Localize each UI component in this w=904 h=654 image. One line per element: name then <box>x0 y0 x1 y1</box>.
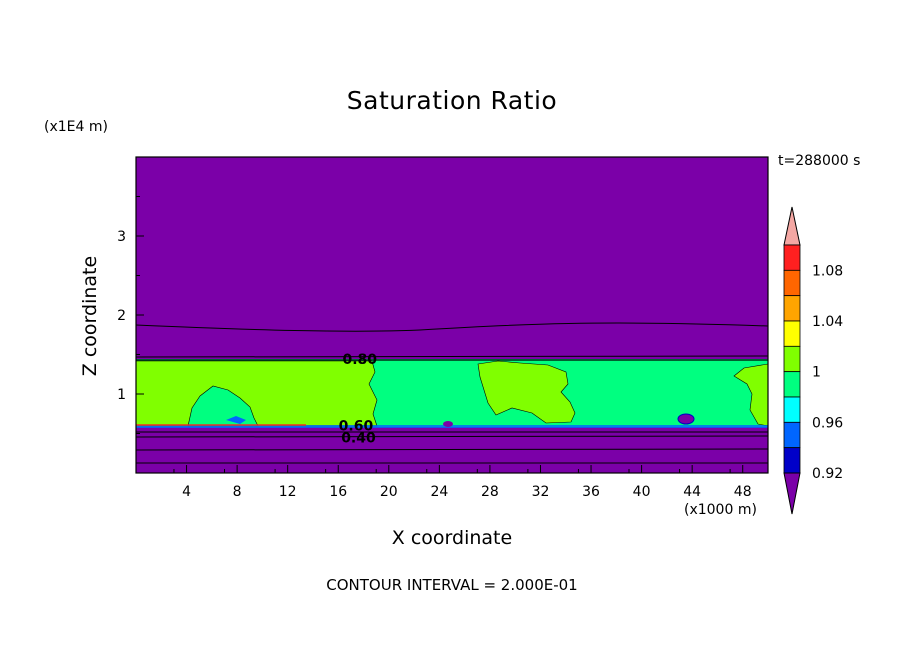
colorbar-level-label: 1.04 <box>812 314 843 330</box>
y-tick-label: 3 <box>117 229 126 245</box>
colorbar-swatch <box>783 269 801 297</box>
y-tick-label: 2 <box>117 308 126 324</box>
colorbar: 1.08 1.04 1 0.96 0.92 <box>783 206 843 515</box>
contour-label: 0.40 <box>341 430 376 446</box>
contour-upper-1 <box>135 322 769 332</box>
colorbar-swatch <box>783 345 801 373</box>
region-upper-dry <box>136 157 768 359</box>
cloud-base-fringe <box>136 425 768 428</box>
plot-area <box>135 157 769 473</box>
colorbar-swatch <box>783 244 801 271</box>
cloud-base-fringe-red <box>136 424 306 426</box>
colorbar-swatch <box>783 371 801 398</box>
x-tick-label: 4 <box>182 484 191 500</box>
colorbar-swatch <box>783 320 801 347</box>
x-tick-label: 28 <box>481 484 499 500</box>
time-label: t=288000 s <box>778 153 861 169</box>
x-ticks: 4 8 12 16 20 24 28 32 36 40 44 48 <box>173 465 752 500</box>
contour-label: 0.80 <box>342 352 377 368</box>
x-tick-label: 40 <box>633 484 651 500</box>
colorbar-swatch <box>783 396 801 423</box>
x-tick-label: 48 <box>734 484 752 500</box>
chart-title: Saturation Ratio <box>346 86 558 115</box>
colorbar-level-label: 0.92 <box>812 466 843 482</box>
x-tick-label: 8 <box>233 484 242 500</box>
colorbar-upper-arrow <box>783 206 801 246</box>
y-axis-unit: (x1E4 m) <box>44 119 108 135</box>
cloud-base-bump-small <box>443 421 453 427</box>
colorbar-level-label: 1 <box>812 365 821 381</box>
colorbar-swatch <box>783 447 801 474</box>
x-axis-label-text: X coordinate <box>391 527 513 549</box>
cloud-inner-speckle <box>226 416 246 424</box>
y-ticks: 1 2 3 <box>117 196 144 434</box>
x-tick-label: 12 <box>279 484 297 500</box>
region-cloud-patch-left <box>135 360 378 427</box>
colorbar-swatch <box>783 421 801 449</box>
colorbar-lower-arrow <box>783 472 801 515</box>
contour-upper-2 <box>135 355 769 358</box>
contour-interval-note: CONTOUR INTERVAL = 2.000E-01 <box>326 576 578 594</box>
contour-label: 0.60 <box>339 419 374 435</box>
x-tick-label: 16 <box>329 484 347 500</box>
x-tick-label: 44 <box>683 484 701 500</box>
contour-labels: 0.80 0.600.40 <box>339 352 378 446</box>
region-cloud-patch-left-hole <box>187 385 259 427</box>
region-cloud-patch-mid <box>477 360 576 424</box>
cloud-base-bump <box>677 413 695 425</box>
x-tick-label: 36 <box>582 484 600 500</box>
colorbar-level-label: 1.08 <box>812 263 843 279</box>
x-axis-label: X coordinate <box>0 527 904 549</box>
colorbar-level-label: 0.96 <box>812 415 843 431</box>
x-tick-label: 20 <box>380 484 398 500</box>
y-tick-label: 1 <box>117 387 126 403</box>
x-tick-label: 32 <box>532 484 550 500</box>
x-axis-unit: (x1000 m) <box>684 502 757 518</box>
colorbar-swatch <box>783 295 801 322</box>
x-tick-label: 24 <box>430 484 448 500</box>
